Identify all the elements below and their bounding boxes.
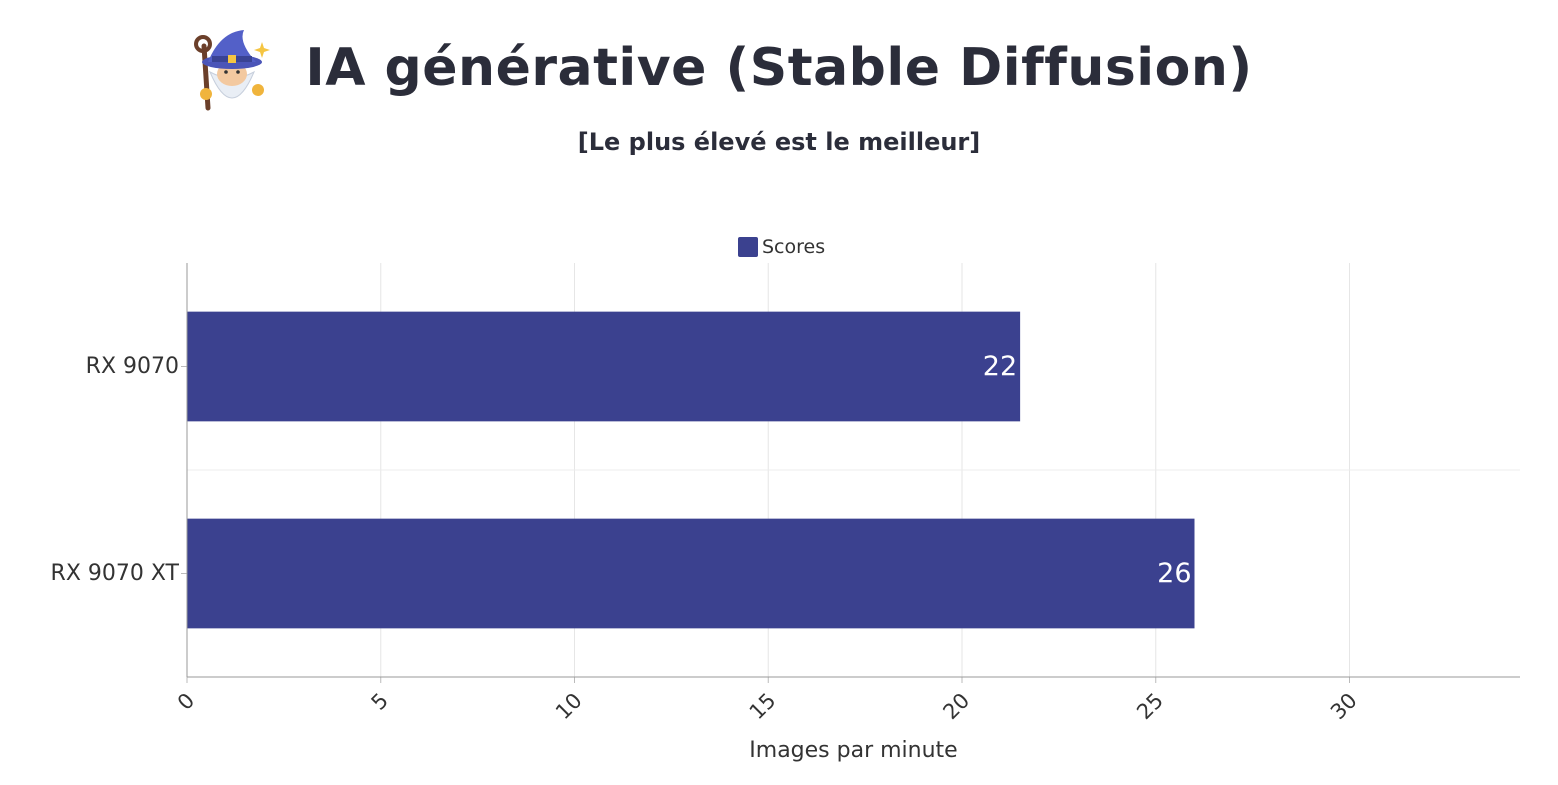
x-tick-label: 0: [173, 688, 199, 714]
legend-swatch[interactable]: [738, 237, 758, 257]
bar-rx-9070[interactable]: [187, 311, 1021, 422]
x-tick-label: 30: [1326, 688, 1362, 724]
legend[interactable]: Scores: [738, 236, 825, 258]
data-label: 26: [1157, 558, 1191, 589]
x-tick-label: 15: [745, 688, 781, 724]
x-tick-label: 20: [938, 688, 974, 724]
category-label: RX 9070 XT: [51, 561, 180, 586]
bars: 22 26: [187, 311, 1195, 629]
legend-label[interactable]: Scores: [762, 236, 825, 258]
category-label: RX 9070: [86, 354, 179, 379]
x-tick-label: 10: [551, 688, 587, 724]
bar-rx-9070-xt[interactable]: [187, 518, 1195, 629]
x-tick-label: 25: [1132, 688, 1168, 724]
wizard-icon: [194, 30, 270, 111]
axes: 0 5 10 15 20 25 30 RX 9070 RX 9070 XT Images par …: [51, 263, 1520, 763]
x-tick-label: 5: [367, 688, 393, 714]
x-axis-title: Images par minute: [749, 738, 957, 763]
data-label: 22: [983, 351, 1017, 382]
chart-subtitle: [Le plus élevé est le meilleur]: [577, 128, 981, 156]
chart-title: IA générative (Stable Diffusion): [305, 38, 1253, 98]
